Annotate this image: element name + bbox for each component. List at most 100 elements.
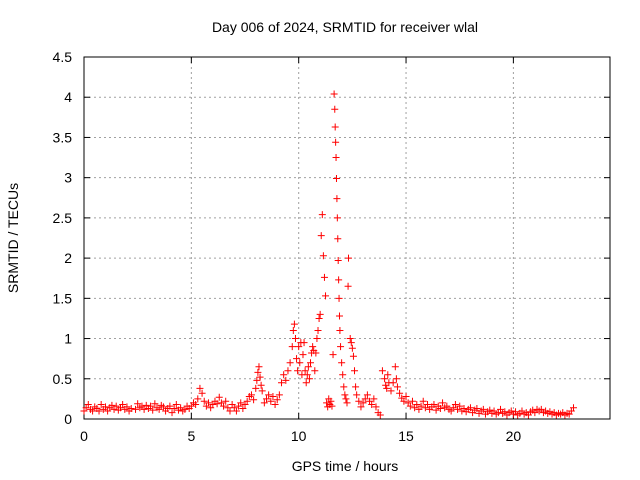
data-point	[338, 359, 346, 367]
data-point	[402, 392, 410, 400]
data-point	[140, 405, 148, 413]
data-point	[149, 406, 157, 414]
data-point	[127, 405, 135, 413]
data-point	[260, 399, 268, 407]
data-point	[305, 375, 313, 383]
data-point	[333, 214, 341, 222]
data-point	[330, 90, 338, 98]
data-point	[332, 138, 340, 146]
data-point	[408, 397, 416, 405]
data-point	[313, 335, 321, 343]
data-point	[309, 343, 317, 351]
data-point	[357, 403, 365, 411]
data-point	[151, 400, 159, 408]
data-point	[95, 407, 103, 415]
data-point	[332, 174, 340, 182]
data-point	[84, 401, 92, 409]
data-point	[192, 401, 200, 409]
data-point	[147, 402, 155, 410]
data-point	[275, 391, 283, 399]
data-point	[334, 235, 342, 243]
data-point	[112, 402, 120, 410]
data-point	[267, 397, 275, 405]
data-point	[286, 359, 294, 367]
data-points	[80, 90, 578, 419]
data-point	[479, 405, 487, 413]
data-point	[368, 401, 376, 409]
data-point	[253, 376, 261, 384]
data-point	[271, 401, 279, 409]
data-point	[289, 327, 297, 335]
data-point	[336, 327, 344, 335]
data-point	[332, 154, 340, 162]
data-point	[352, 383, 360, 391]
y-tick-label: 3.5	[53, 129, 73, 145]
data-point	[363, 391, 371, 399]
data-point	[170, 405, 178, 413]
data-point	[345, 254, 353, 262]
data-point	[335, 312, 343, 320]
data-point	[250, 396, 258, 404]
x-axis-label: GPS time / hours	[292, 458, 399, 474]
data-point	[303, 371, 311, 379]
data-point	[396, 389, 404, 397]
y-tick-label: 2	[64, 250, 72, 266]
grid-lines	[84, 57, 610, 419]
data-point	[570, 404, 578, 412]
data-point	[132, 405, 140, 413]
data-point	[353, 391, 361, 399]
data-point	[134, 400, 142, 408]
x-tick-label: 20	[506, 428, 522, 444]
data-point	[89, 407, 97, 415]
data-point	[290, 320, 298, 328]
data-point	[293, 355, 301, 363]
data-point	[316, 310, 324, 318]
data-point	[370, 395, 378, 403]
data-point	[342, 395, 350, 403]
data-point	[334, 257, 342, 265]
data-point	[436, 405, 444, 413]
data-point	[252, 384, 260, 392]
data-point	[343, 399, 351, 407]
data-point	[239, 405, 247, 413]
data-point	[196, 384, 204, 392]
data-point	[168, 409, 176, 417]
data-point	[355, 397, 363, 405]
data-point	[419, 397, 427, 405]
data-point	[400, 397, 408, 405]
data-point	[331, 105, 339, 113]
data-point	[424, 401, 432, 409]
data-point	[123, 403, 131, 411]
data-point	[304, 363, 312, 371]
data-point	[265, 391, 273, 399]
data-point	[282, 376, 290, 384]
data-point	[291, 335, 299, 343]
data-point	[346, 335, 354, 343]
data-point	[359, 399, 367, 407]
data-point	[328, 402, 336, 410]
y-tick-label: 4.5	[53, 49, 73, 65]
chart-title: Day 006 of 2024, SRMTID for receiver wla…	[212, 19, 478, 35]
data-point	[344, 282, 352, 290]
data-point	[101, 403, 109, 411]
y-tick-label: 2.5	[53, 210, 73, 226]
data-point	[243, 397, 251, 405]
data-point	[318, 211, 326, 219]
data-point	[372, 403, 380, 411]
data-point	[376, 411, 384, 419]
data-point	[466, 404, 474, 412]
data-point	[315, 314, 323, 322]
data-point	[205, 399, 213, 407]
data-point	[329, 351, 337, 359]
data-point	[497, 405, 505, 413]
data-point	[384, 371, 392, 379]
data-point	[337, 343, 345, 351]
data-point	[392, 375, 400, 383]
data-point	[331, 123, 339, 131]
tick-labels: 0 5 10 15 20 0 0.5 1 1.5 2 2.5 3 3.5 4 4.5	[53, 49, 522, 444]
data-point	[273, 396, 281, 404]
data-point	[317, 232, 325, 240]
data-point	[340, 383, 348, 391]
data-point	[311, 367, 319, 375]
data-point	[232, 407, 240, 415]
